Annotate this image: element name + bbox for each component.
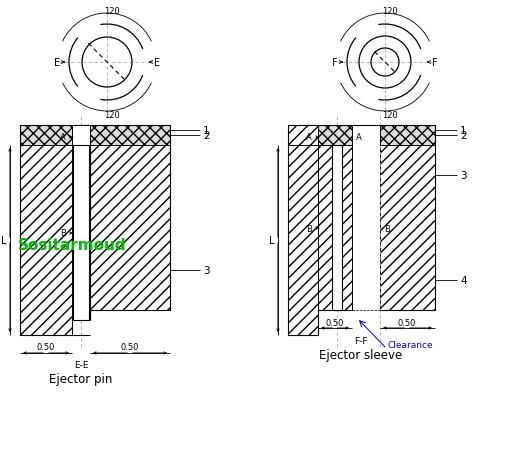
Text: 120: 120 [382,110,398,119]
Bar [90,146,170,310]
Text: B: B [306,224,312,233]
Bar [318,146,332,310]
Text: Ejector pin: Ejector pin [50,373,113,386]
Text: 2: 2 [203,131,210,141]
Bar [20,126,170,146]
Text: 120: 120 [382,6,398,15]
Text: Clearance: Clearance [387,341,433,350]
Text: A: A [356,133,362,142]
Text: B: B [384,224,390,233]
Text: Ejector sleeve: Ejector sleeve [319,348,403,361]
Bar [72,126,90,146]
Bar [73,146,89,320]
Text: 1: 1 [203,126,210,136]
Text: F-F: F-F [354,336,368,345]
Text: L: L [1,236,6,245]
Bar [318,126,352,146]
Bar [380,146,435,310]
Text: 2: 2 [460,131,466,141]
Text: 120: 120 [104,6,120,15]
Text: E-E: E-E [74,361,88,369]
Text: 1: 1 [460,126,466,136]
Text: B: B [60,229,66,238]
Text: A: A [60,133,66,142]
Bar [288,126,318,146]
Text: A: A [306,133,312,142]
Text: F: F [332,58,338,68]
Bar [20,146,72,335]
Text: Sositarmoud: Sositarmoud [18,238,126,253]
Text: E: E [54,58,60,68]
Text: 3: 3 [203,265,210,275]
Text: 3: 3 [460,171,466,181]
Text: E: E [154,58,160,68]
Bar [332,146,342,310]
Text: 0.50: 0.50 [326,318,344,327]
Text: 120: 120 [104,110,120,119]
Bar [342,146,352,310]
Bar [380,126,435,146]
Text: F: F [432,58,438,68]
Text: 4: 4 [460,275,466,285]
Text: 0.50: 0.50 [37,343,55,352]
Text: L: L [268,236,274,245]
Bar [288,146,318,335]
Text: 0.50: 0.50 [121,343,139,352]
Text: 0.50: 0.50 [398,318,416,327]
